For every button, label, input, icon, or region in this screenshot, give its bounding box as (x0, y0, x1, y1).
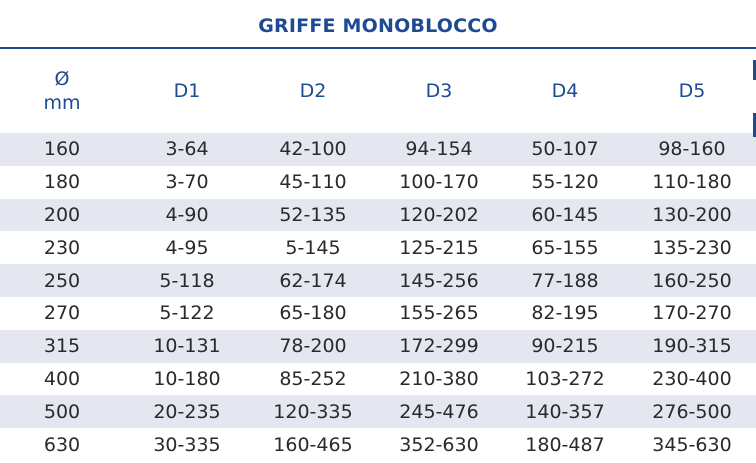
cell-d5: 190-315 (628, 329, 756, 363)
header-d1: D1 (173, 80, 201, 102)
cell-diameter: 200 (0, 198, 124, 232)
table-row: 315 10-131 78-200 172-299 90-215 190-315 (0, 329, 756, 363)
cell-d1: 3-70 (124, 165, 250, 199)
cell-d1: 3-64 (124, 133, 250, 166)
cell-d5: 98-160 (628, 133, 756, 166)
cell-d5: 170-270 (628, 296, 756, 330)
title-bar: GRIFFE MONOBLOCCO (0, 0, 756, 49)
cell-d2: 42-100 (250, 133, 376, 166)
cell-diameter: 500 (0, 395, 124, 429)
cell-d1: 4-95 (124, 231, 250, 265)
dimensions-table: Ø mm D1 D2 D3 D4 D5 160 3-64 42-100 94-1… (0, 49, 756, 461)
cell-d2: 85-252 (250, 362, 376, 396)
cell-diameter: 230 (0, 231, 124, 265)
table-row: 180 3-70 45-110 100-170 55-120 110-180 (0, 165, 756, 199)
cell-d3: 172-299 (376, 329, 502, 363)
header-d3: D3 (425, 80, 453, 102)
table-row: 270 5-122 65-180 155-265 82-195 170-270 (0, 296, 756, 330)
cell-d5: 230-400 (628, 362, 756, 396)
cell-d3: 210-380 (376, 362, 502, 396)
cell-d2: 52-135 (250, 198, 376, 232)
diameter-symbol: Ø (54, 68, 70, 90)
cell-d1: 20-235 (124, 395, 250, 429)
cell-d4: 140-357 (502, 395, 628, 429)
cell-d4: 60-145 (502, 198, 628, 232)
table-row: 500 20-235 120-335 245-476 140-357 276-5… (0, 395, 756, 429)
cell-d4: 77-188 (502, 264, 628, 297)
cell-d3: 125-215 (376, 231, 502, 265)
cell-d4: 103-272 (502, 362, 628, 396)
cell-d1: 30-335 (124, 428, 250, 461)
cell-d3: 100-170 (376, 165, 502, 199)
table-row: 250 5-118 62-174 145-256 77-188 160-250 (0, 264, 756, 297)
header-d5: D5 (678, 80, 706, 102)
cell-d5: 110-180 (628, 165, 756, 199)
diameter-unit: mm (43, 92, 81, 114)
cell-d5: 135-230 (628, 231, 756, 265)
cell-diameter: 630 (0, 428, 124, 461)
cell-diameter: 270 (0, 296, 124, 330)
cell-d5: 345-630 (628, 428, 756, 461)
cell-d5: 130-200 (628, 198, 756, 232)
cell-d3: 155-265 (376, 296, 502, 330)
cell-d3: 120-202 (376, 198, 502, 232)
diameter-label-stack: Ø mm (43, 67, 80, 115)
header-d2: D2 (299, 80, 327, 102)
cell-d4: 55-120 (502, 165, 628, 199)
cell-d2: 160-465 (250, 428, 376, 461)
edge-accent-bottom (753, 113, 756, 137)
cell-diameter: 315 (0, 329, 124, 363)
cell-d2: 5-145 (250, 231, 376, 265)
cell-d2: 65-180 (250, 296, 376, 330)
table-row: 400 10-180 85-252 210-380 103-272 230-40… (0, 362, 756, 396)
cell-diameter: 180 (0, 165, 124, 199)
cell-d2: 45-110 (250, 165, 376, 199)
table-header: Ø mm D1 D2 D3 D4 D5 (0, 49, 756, 133)
cell-diameter: 160 (0, 133, 124, 166)
cell-diameter: 400 (0, 362, 124, 396)
cell-d1: 4-90 (124, 198, 250, 232)
cell-d5: 160-250 (628, 264, 756, 297)
cell-d4: 90-215 (502, 329, 628, 363)
table-title: GRIFFE MONOBLOCCO (258, 14, 498, 37)
cell-diameter: 250 (0, 264, 124, 297)
cell-d1: 5-122 (124, 296, 250, 330)
header-d4: D4 (551, 80, 579, 102)
cell-d3: 352-630 (376, 428, 502, 461)
cell-d4: 50-107 (502, 133, 628, 166)
cell-d1: 10-131 (124, 329, 250, 363)
cell-d4: 65-155 (502, 231, 628, 265)
header-row: Ø mm D1 D2 D3 D4 D5 (0, 49, 756, 133)
edge-accent-top (753, 60, 756, 80)
cell-d2: 78-200 (250, 329, 376, 363)
cell-d1: 10-180 (124, 362, 250, 396)
table-body: 160 3-64 42-100 94-154 50-107 98-160 180… (0, 133, 756, 461)
cell-d2: 120-335 (250, 395, 376, 429)
table-row: 630 30-335 160-465 352-630 180-487 345-6… (0, 428, 756, 461)
table-row: 160 3-64 42-100 94-154 50-107 98-160 (0, 133, 756, 166)
table-row: 200 4-90 52-135 120-202 60-145 130-200 (0, 198, 756, 232)
cell-d5: 276-500 (628, 395, 756, 429)
cell-d3: 94-154 (376, 133, 502, 166)
cell-d3: 145-256 (376, 264, 502, 297)
cell-d4: 82-195 (502, 296, 628, 330)
cell-d2: 62-174 (250, 264, 376, 297)
cell-d3: 245-476 (376, 395, 502, 429)
cell-d4: 180-487 (502, 428, 628, 461)
cell-d1: 5-118 (124, 264, 250, 297)
header-diameter: Ø mm (0, 49, 124, 133)
table-row: 230 4-95 5-145 125-215 65-155 135-230 (0, 231, 756, 265)
